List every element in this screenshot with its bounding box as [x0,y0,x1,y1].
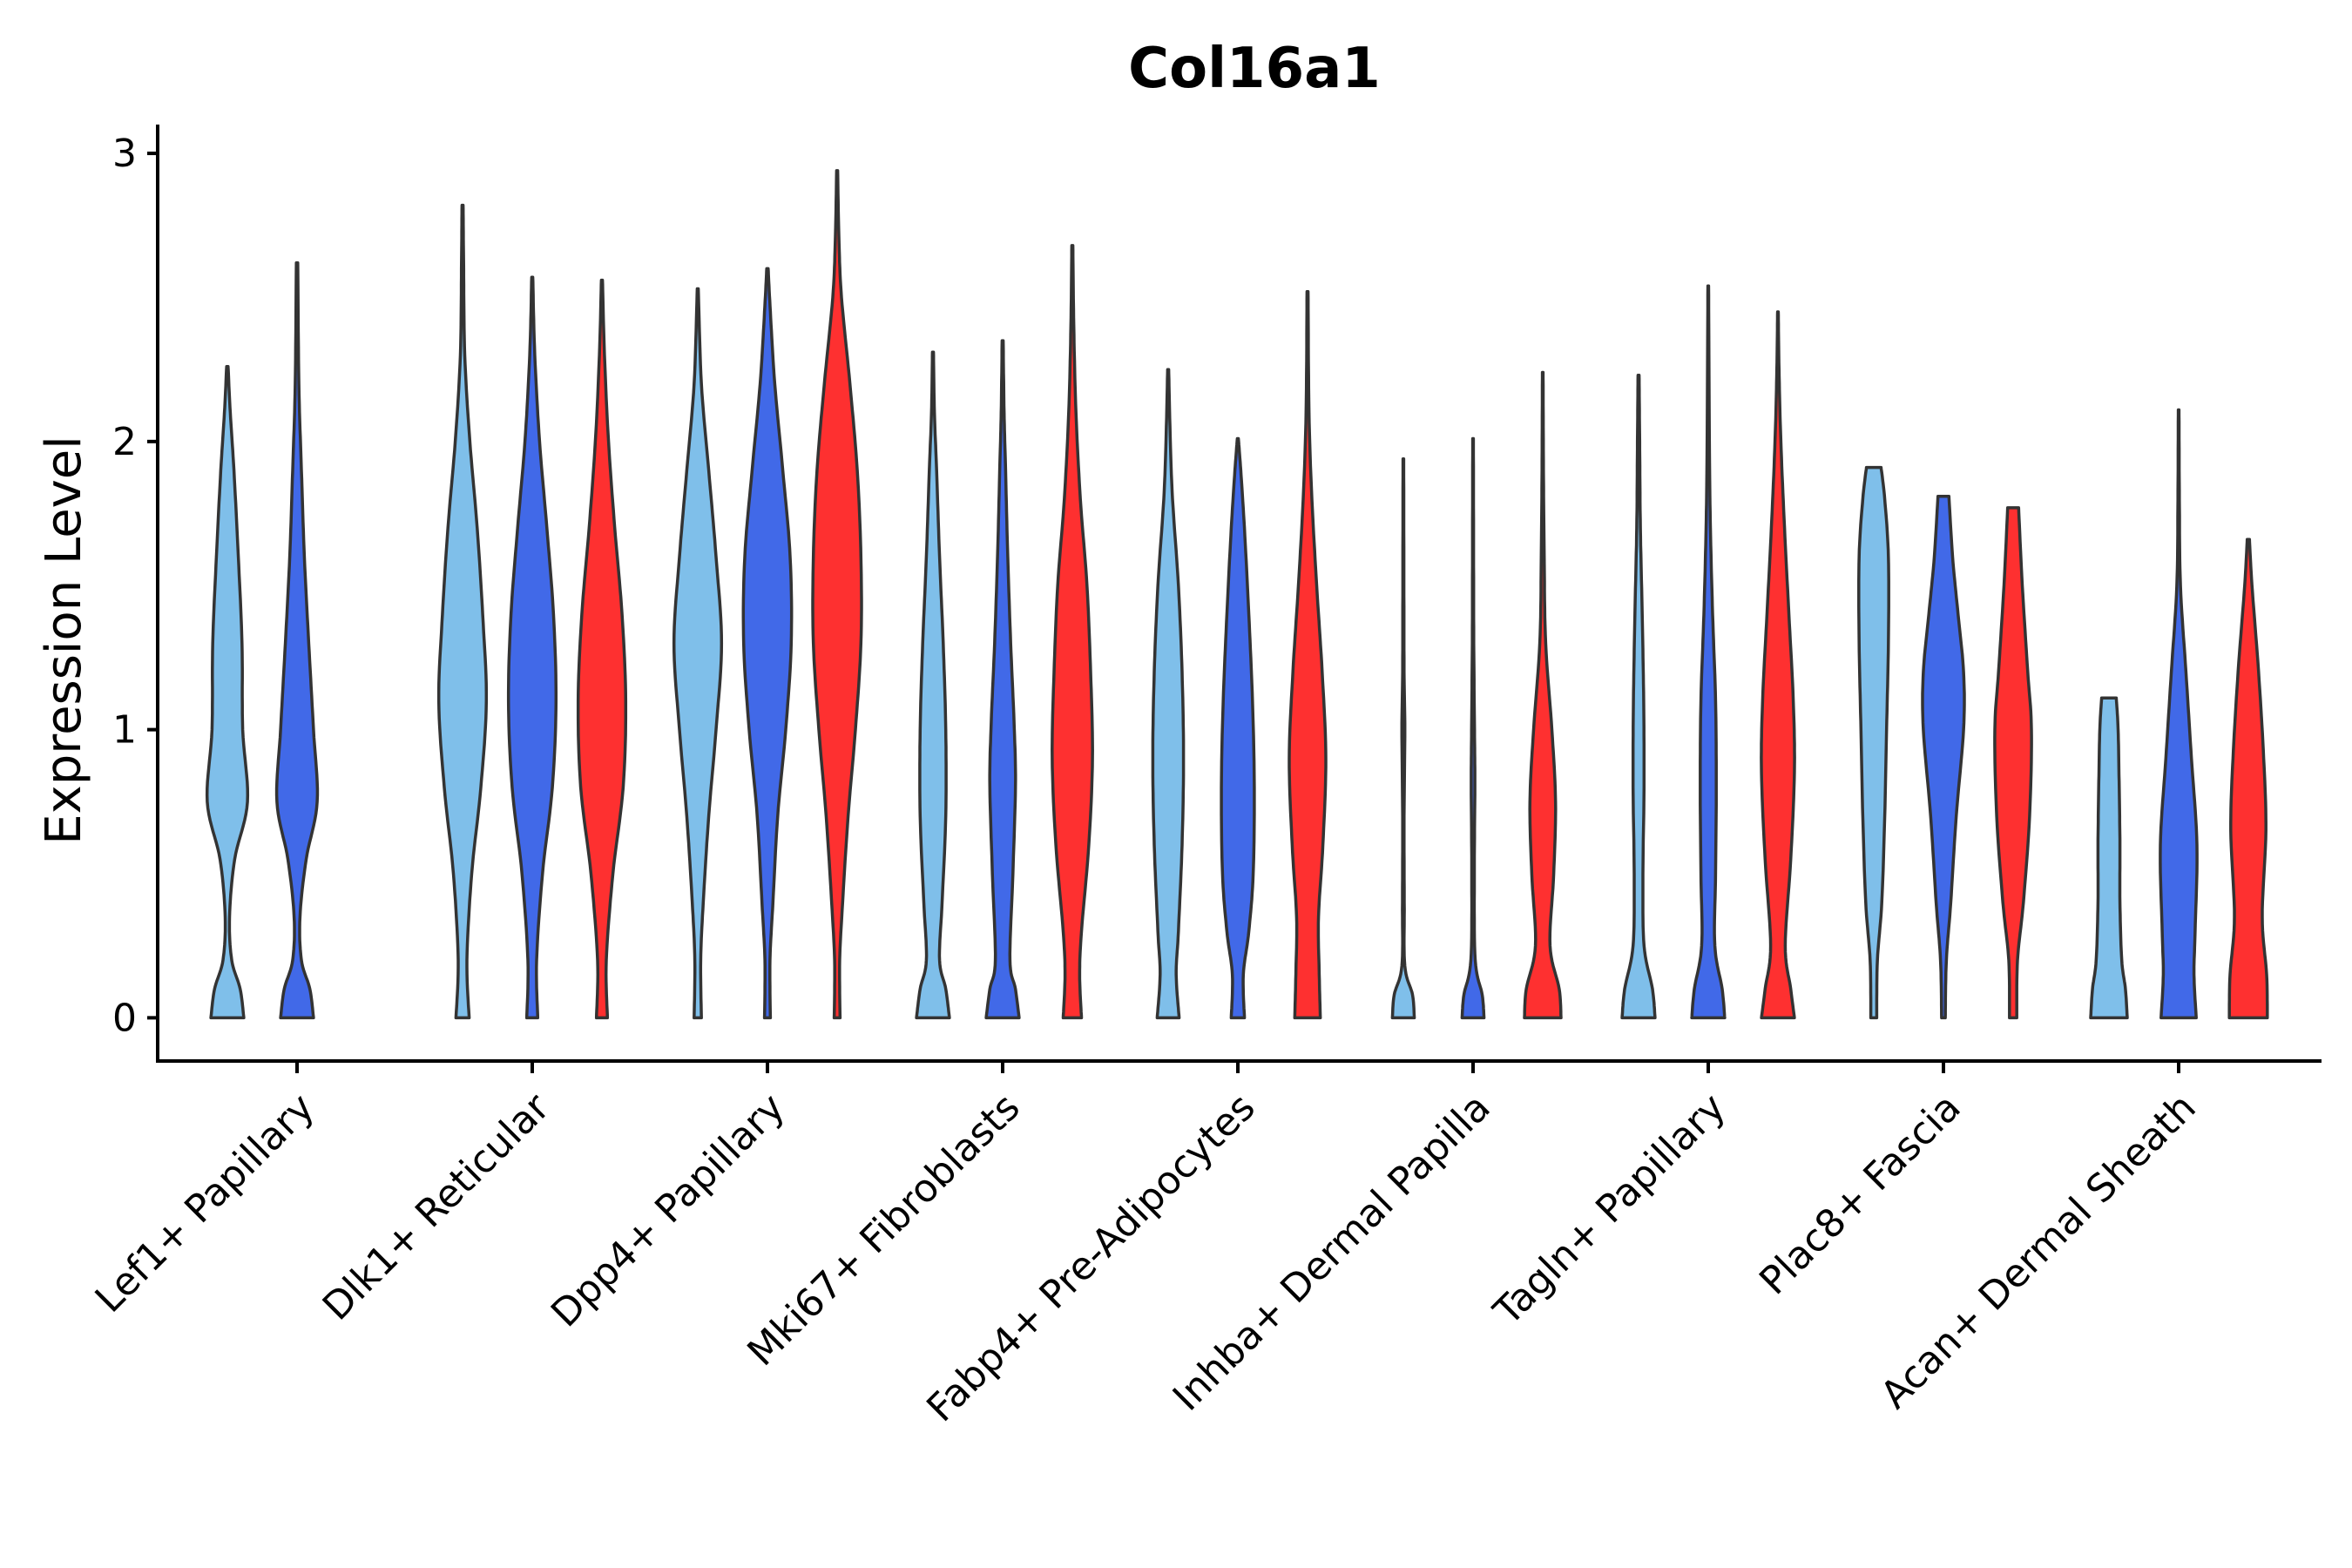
violin-red [1051,244,1094,1020]
violin-light-blue [2089,696,2129,1020]
violin-series-group [205,169,2269,1020]
violin-light-blue [205,365,250,1020]
violin-blue [274,261,320,1020]
y-ticks: 0 1 2 3 [112,132,158,1040]
violin-light-blue [672,287,724,1020]
violin-blue [2159,408,2199,1020]
violin-light-blue [436,203,489,1020]
y-tick-label: 0 [112,996,137,1040]
violin-blue [1220,436,1256,1020]
violin-light-blue [1620,374,1657,1020]
y-tick-label: 2 [112,420,137,464]
x-tick-label: Dlk1+ Reticular [314,1085,559,1329]
y-tick-label: 3 [112,132,137,176]
violin-red [1993,506,2033,1020]
violin-blue [1921,494,1966,1020]
violin-light-blue [1857,465,1890,1020]
y-axis-label: Expression Level [36,436,92,845]
violin-blue [1690,284,1727,1020]
violin-red [811,169,863,1020]
violin-red [1288,290,1328,1020]
violin-blue [1460,436,1486,1020]
violin-light-blue [1390,456,1416,1020]
violin-light-blue [915,350,951,1020]
x-tick-label: Lef1+ Papillary [87,1085,323,1321]
x-tick-label: Dpp4+ Papillary [543,1085,794,1336]
violin-light-blue [1151,368,1186,1020]
x-tick-label: Plac8+ Fascia [1751,1085,1970,1304]
y-tick-label: 1 [112,708,137,753]
x-tick-label: Tagln+ Papillary [1485,1085,1734,1335]
violin-red [576,278,628,1020]
violin-red [1523,370,1563,1020]
chart-title: Col16a1 [1128,37,1381,101]
violin-red [1760,310,1796,1020]
violin-red [2227,537,2269,1020]
violin-blue [984,339,1021,1020]
violin-blue [741,267,794,1020]
violin-blue [506,275,558,1020]
